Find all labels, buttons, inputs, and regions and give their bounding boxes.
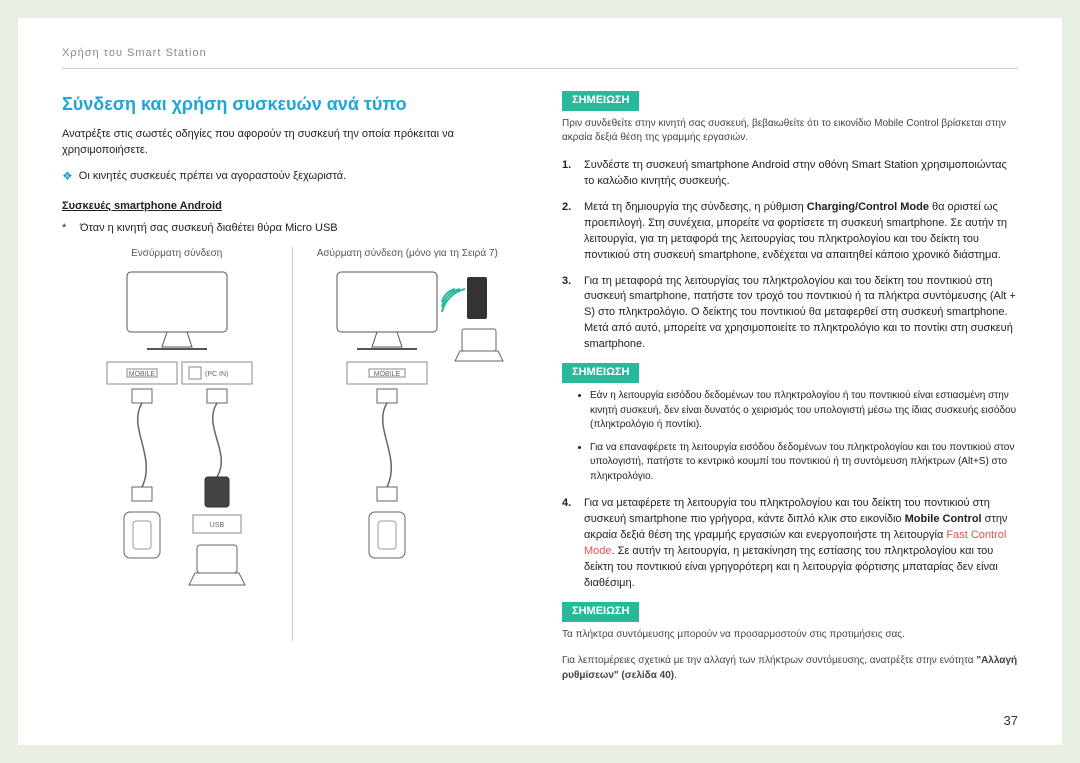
- steps-list: Συνδέστε τη συσκευή smartphone Android σ…: [562, 158, 1018, 353]
- wired-connection-illustration: MOBILE (PC IN): [77, 267, 277, 637]
- note-3b: Για λεπτομέρειες σχετικά με την αλλαγή τ…: [562, 654, 1018, 683]
- wired-diagram-column: Ενσύρματη σύνδεση MOBILE (PC IN): [62, 247, 293, 642]
- step-1: Συνδέστε τη συσκευή smartphone Android σ…: [562, 158, 1018, 190]
- info-bullet: ❖ Οι κινητές συσκευές πρέπει να αγοραστο…: [62, 169, 522, 185]
- pcin-port-label: (PC IN): [205, 371, 228, 378]
- step-3: Για τη μεταφορά της λειτουργίας του πληκ…: [562, 274, 1018, 354]
- note-badge-1: ΣΗΜΕΙΩΣΗ: [562, 91, 639, 111]
- usb-port-label: USB: [210, 522, 225, 529]
- steps-list-continued: Για να μεταφέρετε τη λειτουργία του πληκ…: [562, 496, 1018, 592]
- footnote: * Όταν η κινητή σας συσκευή διαθέτει θύρ…: [62, 221, 522, 237]
- note-block-3: ΣΗΜΕΙΩΣΗ Τα πλήκτρα συντόμευσης μπορούν …: [562, 602, 1018, 683]
- bullet-icon: ❖: [62, 169, 73, 185]
- footnote-text: Όταν η κινητή σας συσκευή διαθέτει θύρα …: [80, 221, 338, 237]
- android-subhead: Συσκευές smartphone Android: [62, 199, 522, 215]
- note-1-text: Πριν συνδεθείτε στην κινητή σας συσκευή,…: [562, 117, 1018, 146]
- wireless-label: Ασύρματη σύνδεση (μόνο για τη Σειρά 7): [293, 247, 523, 262]
- left-column: Σύνδεση και χρήση συσκευών ανά τύπο Ανατ…: [62, 91, 522, 695]
- note-3a: Τα πλήκτρα συντόμευσης μπορούν να προσαρ…: [562, 628, 1018, 643]
- wireless-connection-illustration: MOBILE: [307, 267, 507, 637]
- note-2a: Εάν η λειτουργία εισόδου δεδομένων του π…: [590, 389, 1018, 433]
- manual-page: Χρήση του Smart Station Σύνδεση και χρήσ…: [18, 18, 1062, 745]
- bullet-text: Οι κινητές συσκευές πρέπει να αγοραστούν…: [79, 169, 346, 185]
- step-4: Για να μεταφέρετε τη λειτουργία του πληκ…: [562, 496, 1018, 592]
- note-block-2: ΣΗΜΕΙΩΣΗ Εάν η λειτουργία εισόδου δεδομέ…: [562, 363, 1018, 484]
- note-badge-3: ΣΗΜΕΙΩΣΗ: [562, 602, 639, 622]
- note-2b: Για να επαναφέρετε τη λειτουργία εισόδου…: [590, 441, 1018, 485]
- connection-diagrams: Ενσύρματη σύνδεση MOBILE (PC IN): [62, 247, 522, 642]
- wireless-diagram-column: Ασύρματη σύνδεση (μόνο για τη Σειρά 7): [293, 247, 523, 642]
- page-number: 37: [1004, 712, 1018, 731]
- step-2: Μετά τη δημιουργία της σύνδεσης, η ρύθμι…: [562, 200, 1018, 264]
- intro-text: Ανατρέξτε στις σωστές οδηγίες που αφορού…: [62, 127, 522, 159]
- asterisk-icon: *: [62, 221, 72, 237]
- section-header: Χρήση του Smart Station: [62, 46, 1018, 69]
- page-title: Σύνδεση και χρήση συσκευών ανά τύπο: [62, 91, 522, 117]
- wired-label: Ενσύρματη σύνδεση: [62, 247, 292, 262]
- note-badge-2: ΣΗΜΕΙΩΣΗ: [562, 363, 639, 383]
- two-column-layout: Σύνδεση και χρήση συσκευών ανά τύπο Ανατ…: [62, 91, 1018, 695]
- right-column: ΣΗΜΕΙΩΣΗ Πριν συνδεθείτε στην κινητή σας…: [562, 91, 1018, 695]
